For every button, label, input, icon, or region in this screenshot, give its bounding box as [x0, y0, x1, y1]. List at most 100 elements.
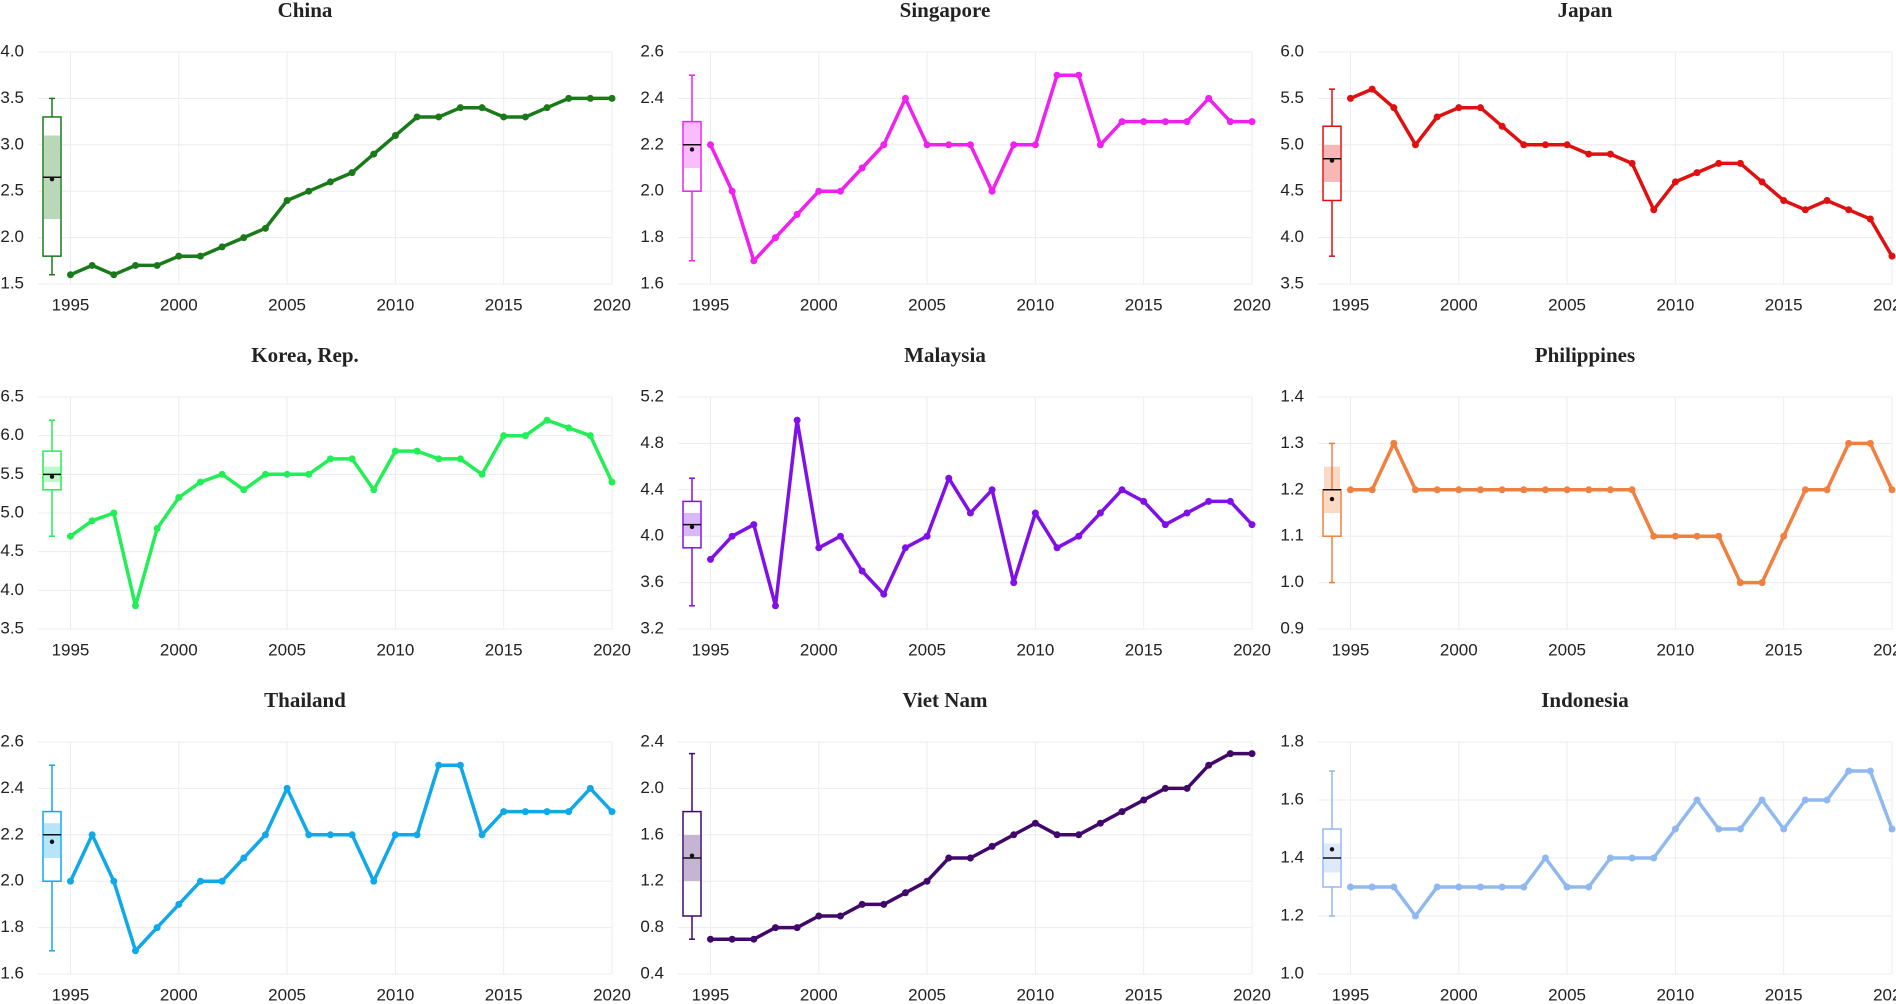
y-tick-label: 4.0 — [0, 41, 24, 60]
data-point — [1628, 854, 1636, 862]
data-point — [1161, 784, 1169, 792]
data-point — [945, 141, 953, 149]
data-point — [391, 831, 399, 839]
data-point — [305, 187, 313, 195]
data-line — [69, 418, 614, 608]
data-point — [1476, 104, 1484, 112]
y-tick-label: 1.8 — [640, 227, 664, 246]
data-point — [1520, 486, 1528, 494]
data-point — [1541, 486, 1549, 494]
data-point — [880, 141, 888, 149]
data-point — [815, 912, 823, 920]
data-point — [1585, 150, 1593, 158]
y-tick-label: 4.5 — [0, 541, 24, 560]
x-tick-label: 2015 — [1125, 295, 1163, 314]
data-point — [1823, 486, 1831, 494]
data-point — [1780, 532, 1788, 540]
data-point — [1183, 118, 1191, 126]
box-body — [682, 810, 702, 917]
x-tick-label: 2005 — [268, 295, 306, 314]
data-point — [261, 470, 269, 478]
y-tick-label: 2.0 — [0, 227, 24, 246]
data-point — [175, 900, 183, 908]
x-tick-label: 2020 — [1873, 640, 1896, 659]
data-point — [608, 808, 616, 816]
data-point — [478, 831, 486, 839]
data-point — [1226, 750, 1234, 758]
data-point — [1118, 118, 1126, 126]
panel-title: Japan — [1558, 0, 1613, 22]
panel-title: Philippines — [1535, 343, 1635, 367]
data-point — [196, 252, 204, 260]
data-point — [196, 877, 204, 885]
data-point — [500, 113, 508, 121]
x-tick-label: 2005 — [908, 640, 946, 659]
box-mean — [1329, 847, 1335, 852]
data-point — [706, 555, 714, 563]
data-point — [988, 187, 996, 195]
x-tick-label: 2020 — [1233, 295, 1271, 314]
data-point — [945, 474, 953, 482]
x-tick-label: 2010 — [1656, 985, 1694, 1004]
data-point — [966, 854, 974, 862]
data-point — [1650, 854, 1658, 862]
data-point — [1411, 141, 1419, 149]
y-tick-label: 4.0 — [0, 580, 24, 599]
y-tick-label: 0.4 — [640, 963, 664, 982]
data-point — [1205, 94, 1213, 102]
data-point — [348, 455, 356, 463]
x-tick-label: 2015 — [1125, 640, 1163, 659]
data-point — [110, 877, 118, 885]
data-point — [1096, 819, 1104, 827]
data-point — [1075, 71, 1083, 79]
data-point — [1390, 883, 1398, 891]
data-point — [923, 877, 931, 885]
data-point — [175, 494, 183, 502]
data-point — [66, 877, 74, 885]
data-point — [521, 808, 529, 816]
data-point — [1346, 94, 1354, 102]
data-point — [305, 831, 313, 839]
x-tick-label: 2015 — [1765, 640, 1803, 659]
data-point — [966, 509, 974, 517]
data-point — [456, 455, 464, 463]
data-point — [1541, 141, 1549, 149]
data-point — [1010, 831, 1018, 839]
data-point — [1845, 206, 1853, 214]
box-body — [42, 450, 62, 491]
x-tick-label: 2000 — [800, 295, 838, 314]
data-point — [261, 831, 269, 839]
x-tick-label: 2020 — [593, 985, 631, 1004]
x-tick-label: 1995 — [52, 295, 90, 314]
y-tick-label: 2.4 — [640, 88, 664, 107]
y-tick-label: 1.0 — [1280, 572, 1304, 591]
data-point — [858, 164, 866, 172]
x-tick-label: 2020 — [1873, 295, 1896, 314]
data-point — [1606, 150, 1614, 158]
y-tick-label: 2.0 — [0, 871, 24, 890]
data-point — [706, 935, 714, 943]
data-point — [836, 912, 844, 920]
data-point — [793, 210, 801, 218]
data-point — [1053, 544, 1061, 552]
panel-title: Korea, Rep. — [251, 343, 359, 367]
data-line — [709, 418, 1254, 608]
data-point — [543, 416, 551, 424]
data-point — [1801, 486, 1809, 494]
data-point — [793, 924, 801, 932]
data-point — [1650, 206, 1658, 214]
data-point — [110, 509, 118, 517]
data-point — [1075, 532, 1083, 540]
data-point — [1183, 784, 1191, 792]
data-point — [815, 544, 823, 552]
data-point — [1118, 808, 1126, 816]
data-point — [858, 567, 866, 575]
data-point — [1140, 796, 1148, 804]
box-mean — [49, 474, 55, 479]
x-tick-label: 2010 — [376, 985, 414, 1004]
x-tick-label: 2010 — [376, 295, 414, 314]
x-tick-label: 2000 — [160, 295, 198, 314]
data-point — [1888, 252, 1896, 260]
panel-title: Singapore — [900, 0, 991, 22]
x-tick-label: 2010 — [1016, 295, 1054, 314]
